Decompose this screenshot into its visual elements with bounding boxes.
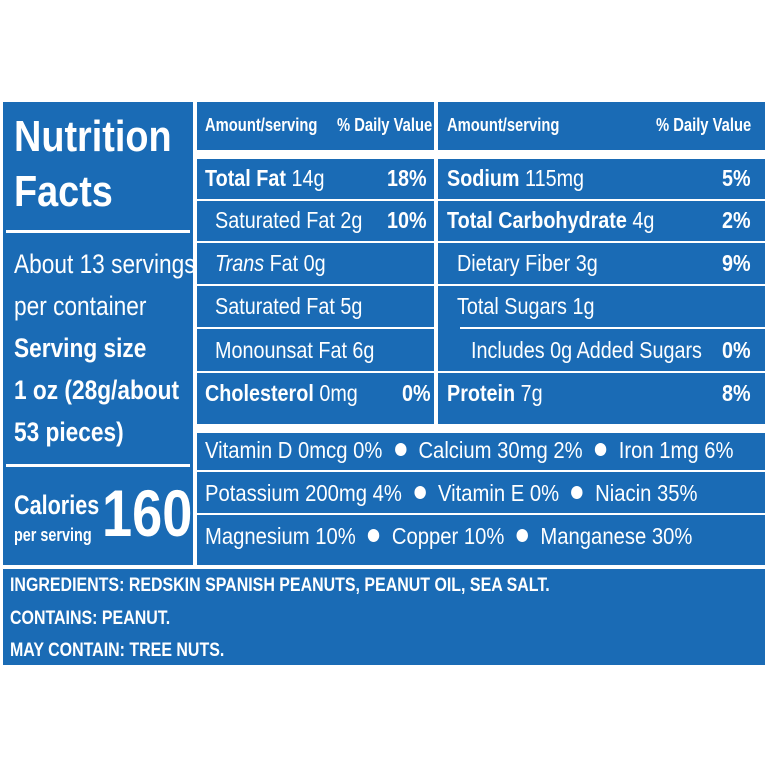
vitamin-d: Vitamin D 0mcg 0% — [205, 437, 383, 463]
right-row-fiber: Dietary Fiber 3g — [457, 250, 598, 276]
right-rule-3 — [438, 284, 765, 286]
protein-label: Protein — [447, 380, 516, 406]
bullet-dot — [595, 443, 607, 457]
title-line1: Nutrition — [14, 112, 172, 161]
ingredients-top-rule — [3, 565, 765, 569]
left-rule-3 — [197, 284, 434, 286]
added-sugars-dv: 0% — [722, 337, 751, 363]
protein-dv: 8% — [722, 380, 751, 406]
right-rule-2 — [438, 241, 765, 243]
copper: Copper 10% — [391, 523, 505, 549]
iron: Iron 1mg 6% — [618, 437, 734, 463]
left-header-dv: % Daily Value — [337, 115, 433, 135]
vitamins-top-rule — [197, 424, 765, 433]
total-fat-label: Total Fat — [205, 165, 286, 191]
vitamin-e: Vitamin E 0% — [437, 480, 560, 506]
contains-text: CONTAINS: PEANUT. — [10, 608, 171, 629]
calcium: Calcium 30mg 2% — [418, 437, 583, 463]
calories-sub: per serving — [14, 525, 92, 545]
calories-value: 160 — [102, 476, 193, 550]
left-rule-4 — [197, 327, 434, 329]
right-row-sugars: Total Sugars 1g — [457, 293, 595, 319]
fiber-dv: 9% — [722, 250, 751, 276]
bullet-dot — [516, 529, 529, 543]
right-row-sodium: Sodium 115mg — [447, 167, 584, 190]
cholesterol-amount: 0mg — [319, 380, 358, 406]
vitamins-row-3: Magnesium 10% Copper 10% Manganese 30% — [205, 525, 692, 548]
left-rule-1 — [197, 199, 434, 201]
left-row-sat-fat-2: Saturated Fat 5g — [215, 293, 363, 319]
servings-line2: per container — [14, 291, 147, 321]
left-row-total-fat: Total Fat 14g — [205, 167, 324, 190]
divider-title — [6, 230, 190, 233]
left-rule-5 — [197, 371, 434, 373]
sodium-amount: 115mg — [525, 165, 585, 191]
right-rule-5 — [438, 371, 765, 373]
right-header-dv: % Daily Value — [656, 115, 752, 135]
vitamins-rule-1 — [197, 470, 765, 472]
right-row-carb: Total Carbohydrate 4g — [447, 209, 654, 232]
calories-label: Calories — [14, 490, 100, 520]
right-header-rule — [438, 150, 765, 159]
left-row-cholesterol: Cholesterol 0mg — [205, 382, 358, 405]
left-header-rule — [197, 150, 434, 159]
right-rule-1 — [438, 199, 765, 201]
divider-tables — [434, 102, 438, 432]
left-row-trans-fat: Trans Fat 0g — [215, 252, 326, 275]
bullet-dot — [394, 443, 407, 457]
right-row-added-sugars: Includes 0g Added Sugars — [471, 337, 702, 363]
nutrition-label — [3, 102, 765, 665]
right-header-amount: Amount/serving — [447, 115, 560, 135]
cholesterol-label: Cholesterol — [205, 380, 314, 406]
vitamins-rule-2 — [197, 513, 765, 515]
trans-label-italic: Trans — [215, 250, 265, 276]
bullet-dot — [368, 529, 380, 543]
sodium-dv: 5% — [722, 165, 751, 191]
serving-size-label: Serving size — [14, 333, 147, 363]
left-row-sat-fat: Saturated Fat 2g — [215, 207, 363, 233]
bullet-dot — [414, 486, 426, 500]
title-line2: Facts — [14, 167, 113, 216]
manganese: Manganese 30% — [540, 523, 693, 549]
bullet-dot — [571, 486, 583, 500]
right-row-protein: Protein 7g — [447, 382, 543, 405]
divider-calories — [6, 464, 190, 467]
may-contain-text: MAY CONTAIN: TREE NUTS. — [10, 640, 225, 661]
cholesterol-dv: 0% — [402, 380, 431, 406]
niacin: Niacin 35% — [595, 480, 698, 506]
sodium-label: Sodium — [447, 165, 520, 191]
servings-line1: About 13 servings — [14, 249, 196, 279]
total-fat-dv: 18% — [387, 165, 427, 191]
carb-dv: 2% — [722, 207, 751, 233]
left-row-monounsat: Monounsat Fat 6g — [215, 337, 375, 363]
left-header-amount: Amount/serving — [205, 115, 318, 135]
sat-fat-dv: 10% — [387, 207, 427, 233]
right-rule-4 — [460, 327, 765, 329]
protein-amount: 7g — [520, 380, 543, 406]
serving-size-line1: 1 oz (28g/about — [14, 375, 180, 405]
vitamins-row-2: Potassium 200mg 4% Vitamin E 0% Niacin 35% — [205, 482, 698, 505]
magnesium: Magnesium 10% — [205, 523, 356, 549]
left-rule-2 — [197, 241, 434, 243]
serving-size-line2: 53 pieces) — [14, 417, 124, 447]
divider-left-column — [193, 102, 197, 565]
carb-label: Total Carbohydrate — [447, 207, 627, 233]
vitamins-row-1: Vitamin D 0mcg 0% Calcium 30mg 2% Iron 1mg… — [205, 439, 734, 462]
potassium: Potassium 200mg 4% — [205, 480, 402, 506]
carb-amount: 4g — [632, 207, 655, 233]
total-fat-amount: 14g — [291, 165, 325, 191]
trans-label-rest: Fat 0g — [269, 250, 326, 276]
ingredients-text: INGREDIENTS: REDSKIN SPANISH PEANUTS, PE… — [10, 575, 550, 596]
